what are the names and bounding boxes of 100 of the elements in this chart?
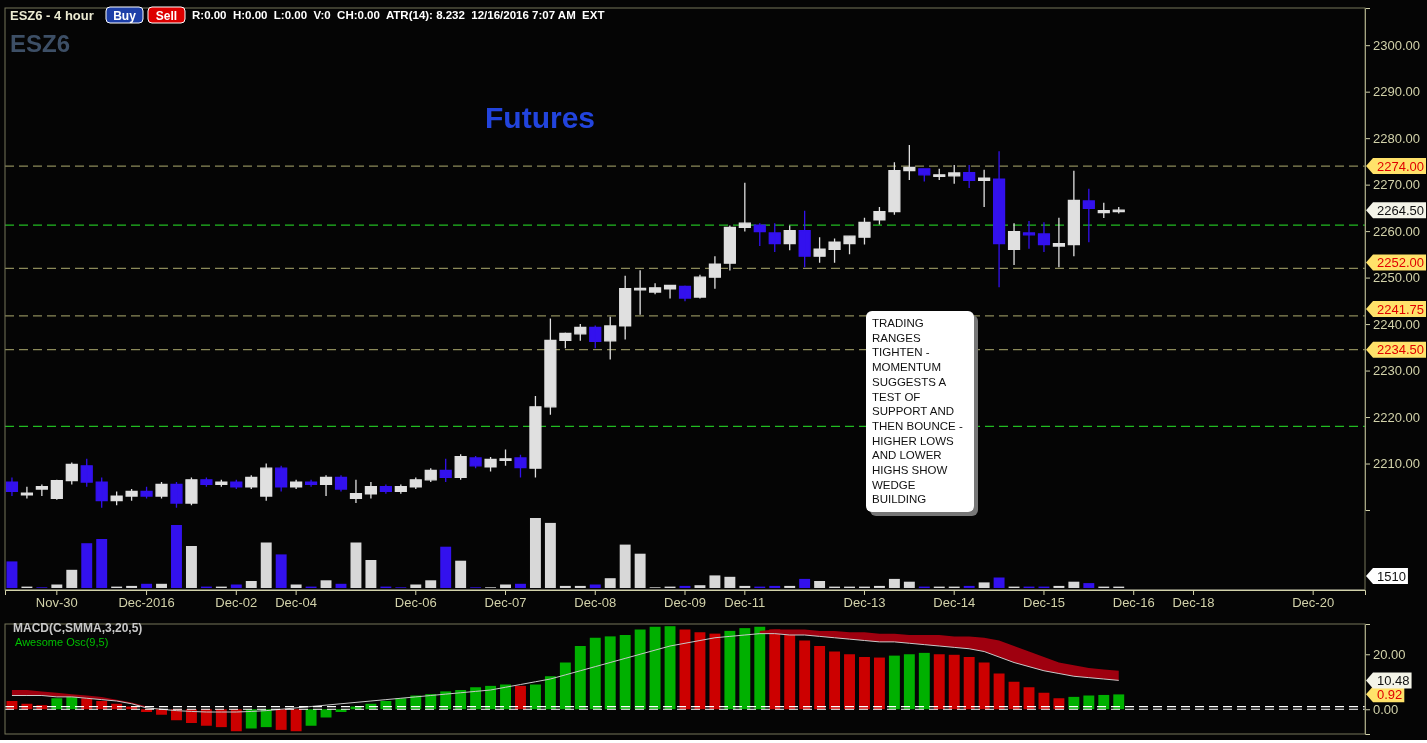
candlestick — [1067, 170, 1080, 257]
y-tick-label: 0.00 — [1373, 701, 1399, 717]
bar — [1053, 585, 1065, 588]
bar — [305, 709, 317, 726]
bar — [604, 636, 616, 710]
bar — [245, 709, 257, 729]
x-tick-label: Dec-18 — [1172, 595, 1215, 611]
candlestick — [140, 486, 153, 500]
price-tag: 1510 — [1366, 568, 1408, 584]
bar — [1008, 681, 1020, 710]
bar — [260, 542, 272, 588]
bar — [918, 652, 930, 710]
bar — [844, 654, 855, 710]
x-tick-label: Dec-13 — [843, 595, 886, 611]
candlestick — [693, 274, 707, 300]
candlestick — [35, 483, 48, 497]
bar — [515, 685, 526, 710]
y-tick-label: 20.00 — [1373, 646, 1406, 662]
candlestick — [753, 222, 766, 247]
bar — [1053, 698, 1065, 710]
candlestick — [1022, 220, 1036, 250]
candlestick — [394, 483, 407, 495]
bar — [978, 582, 990, 588]
bar — [455, 560, 467, 588]
bar — [724, 576, 736, 588]
candlestick — [544, 317, 557, 416]
candlestick — [1037, 221, 1051, 253]
bar — [769, 585, 781, 588]
bar — [500, 684, 511, 710]
bar — [559, 585, 571, 588]
candlestick — [948, 164, 961, 185]
x-tick-label: Dec-04 — [275, 595, 318, 611]
bar — [51, 698, 63, 710]
bar — [559, 662, 571, 710]
x-tick-label: Dec-14 — [933, 595, 976, 611]
y-tick-label: 2270.00 — [1373, 177, 1420, 193]
bar — [993, 577, 1005, 588]
candlestick — [963, 164, 976, 189]
bar — [440, 546, 452, 588]
x-tick-label: Dec-02 — [215, 595, 258, 611]
candlestick — [723, 224, 736, 272]
bar — [739, 628, 751, 710]
text: Futures — [484, 101, 596, 134]
bar — [425, 580, 437, 588]
bar — [245, 581, 257, 588]
bar — [888, 655, 900, 710]
candlestick — [469, 455, 482, 469]
bar — [141, 583, 153, 588]
y-tick-label: 2280.00 — [1373, 130, 1420, 146]
bar — [320, 580, 332, 588]
bar — [81, 543, 93, 588]
bar — [66, 569, 78, 588]
y-tick-label: 2250.00 — [1373, 270, 1420, 286]
bar — [634, 629, 646, 710]
price-tag: 2241.75 — [1366, 301, 1426, 318]
bar — [529, 518, 541, 588]
bar — [574, 646, 586, 710]
annotation: R:0.00 H:0.00 L:0.00 V:0 CH:0.00 ATR(14): 8.232 12/16/2016 7:07 AM EXT — [192, 9, 605, 21]
bar — [903, 581, 915, 588]
bar — [589, 637, 601, 710]
x-tick-label: Dec-2016 — [118, 595, 175, 611]
text: MACD(C,SMMA,3,20,5) — [13, 621, 143, 635]
x-tick-label: Dec-11 — [724, 595, 766, 611]
candlestick — [50, 479, 63, 501]
bar — [604, 578, 616, 588]
bar — [290, 709, 302, 732]
bar — [799, 640, 811, 710]
bar — [619, 544, 631, 588]
bar — [1083, 583, 1095, 588]
candlestick — [379, 483, 392, 495]
candlestick — [903, 144, 916, 181]
price-tag: 10.48 — [1366, 672, 1412, 689]
candlestick — [678, 284, 692, 302]
bar — [873, 585, 885, 588]
x-tick-label: Dec-07 — [484, 595, 527, 611]
bar — [619, 635, 631, 710]
bar — [1068, 696, 1080, 710]
candlestick — [619, 275, 632, 341]
candlestick — [200, 476, 213, 488]
candlestick — [245, 474, 258, 490]
candlestick — [290, 479, 303, 490]
price-tag: 2274.00 — [1366, 158, 1426, 175]
candlestick — [65, 461, 78, 486]
annotation: Sell — [155, 8, 178, 23]
candlestick — [155, 481, 168, 500]
bar — [888, 578, 900, 588]
candlestick — [768, 222, 781, 253]
bar — [634, 553, 646, 588]
candlestick — [589, 324, 602, 349]
candlestick — [978, 169, 991, 208]
bar — [470, 687, 482, 710]
bar — [739, 585, 751, 588]
x-tick-label: Dec-09 — [664, 595, 706, 611]
bar — [978, 662, 990, 710]
candlestick — [304, 479, 318, 488]
bar — [260, 709, 272, 728]
candlestick — [858, 216, 871, 246]
bar — [799, 578, 811, 588]
x-tick-label: Dec-15 — [1023, 595, 1065, 611]
y-tick-label: 2230.00 — [1373, 363, 1420, 379]
